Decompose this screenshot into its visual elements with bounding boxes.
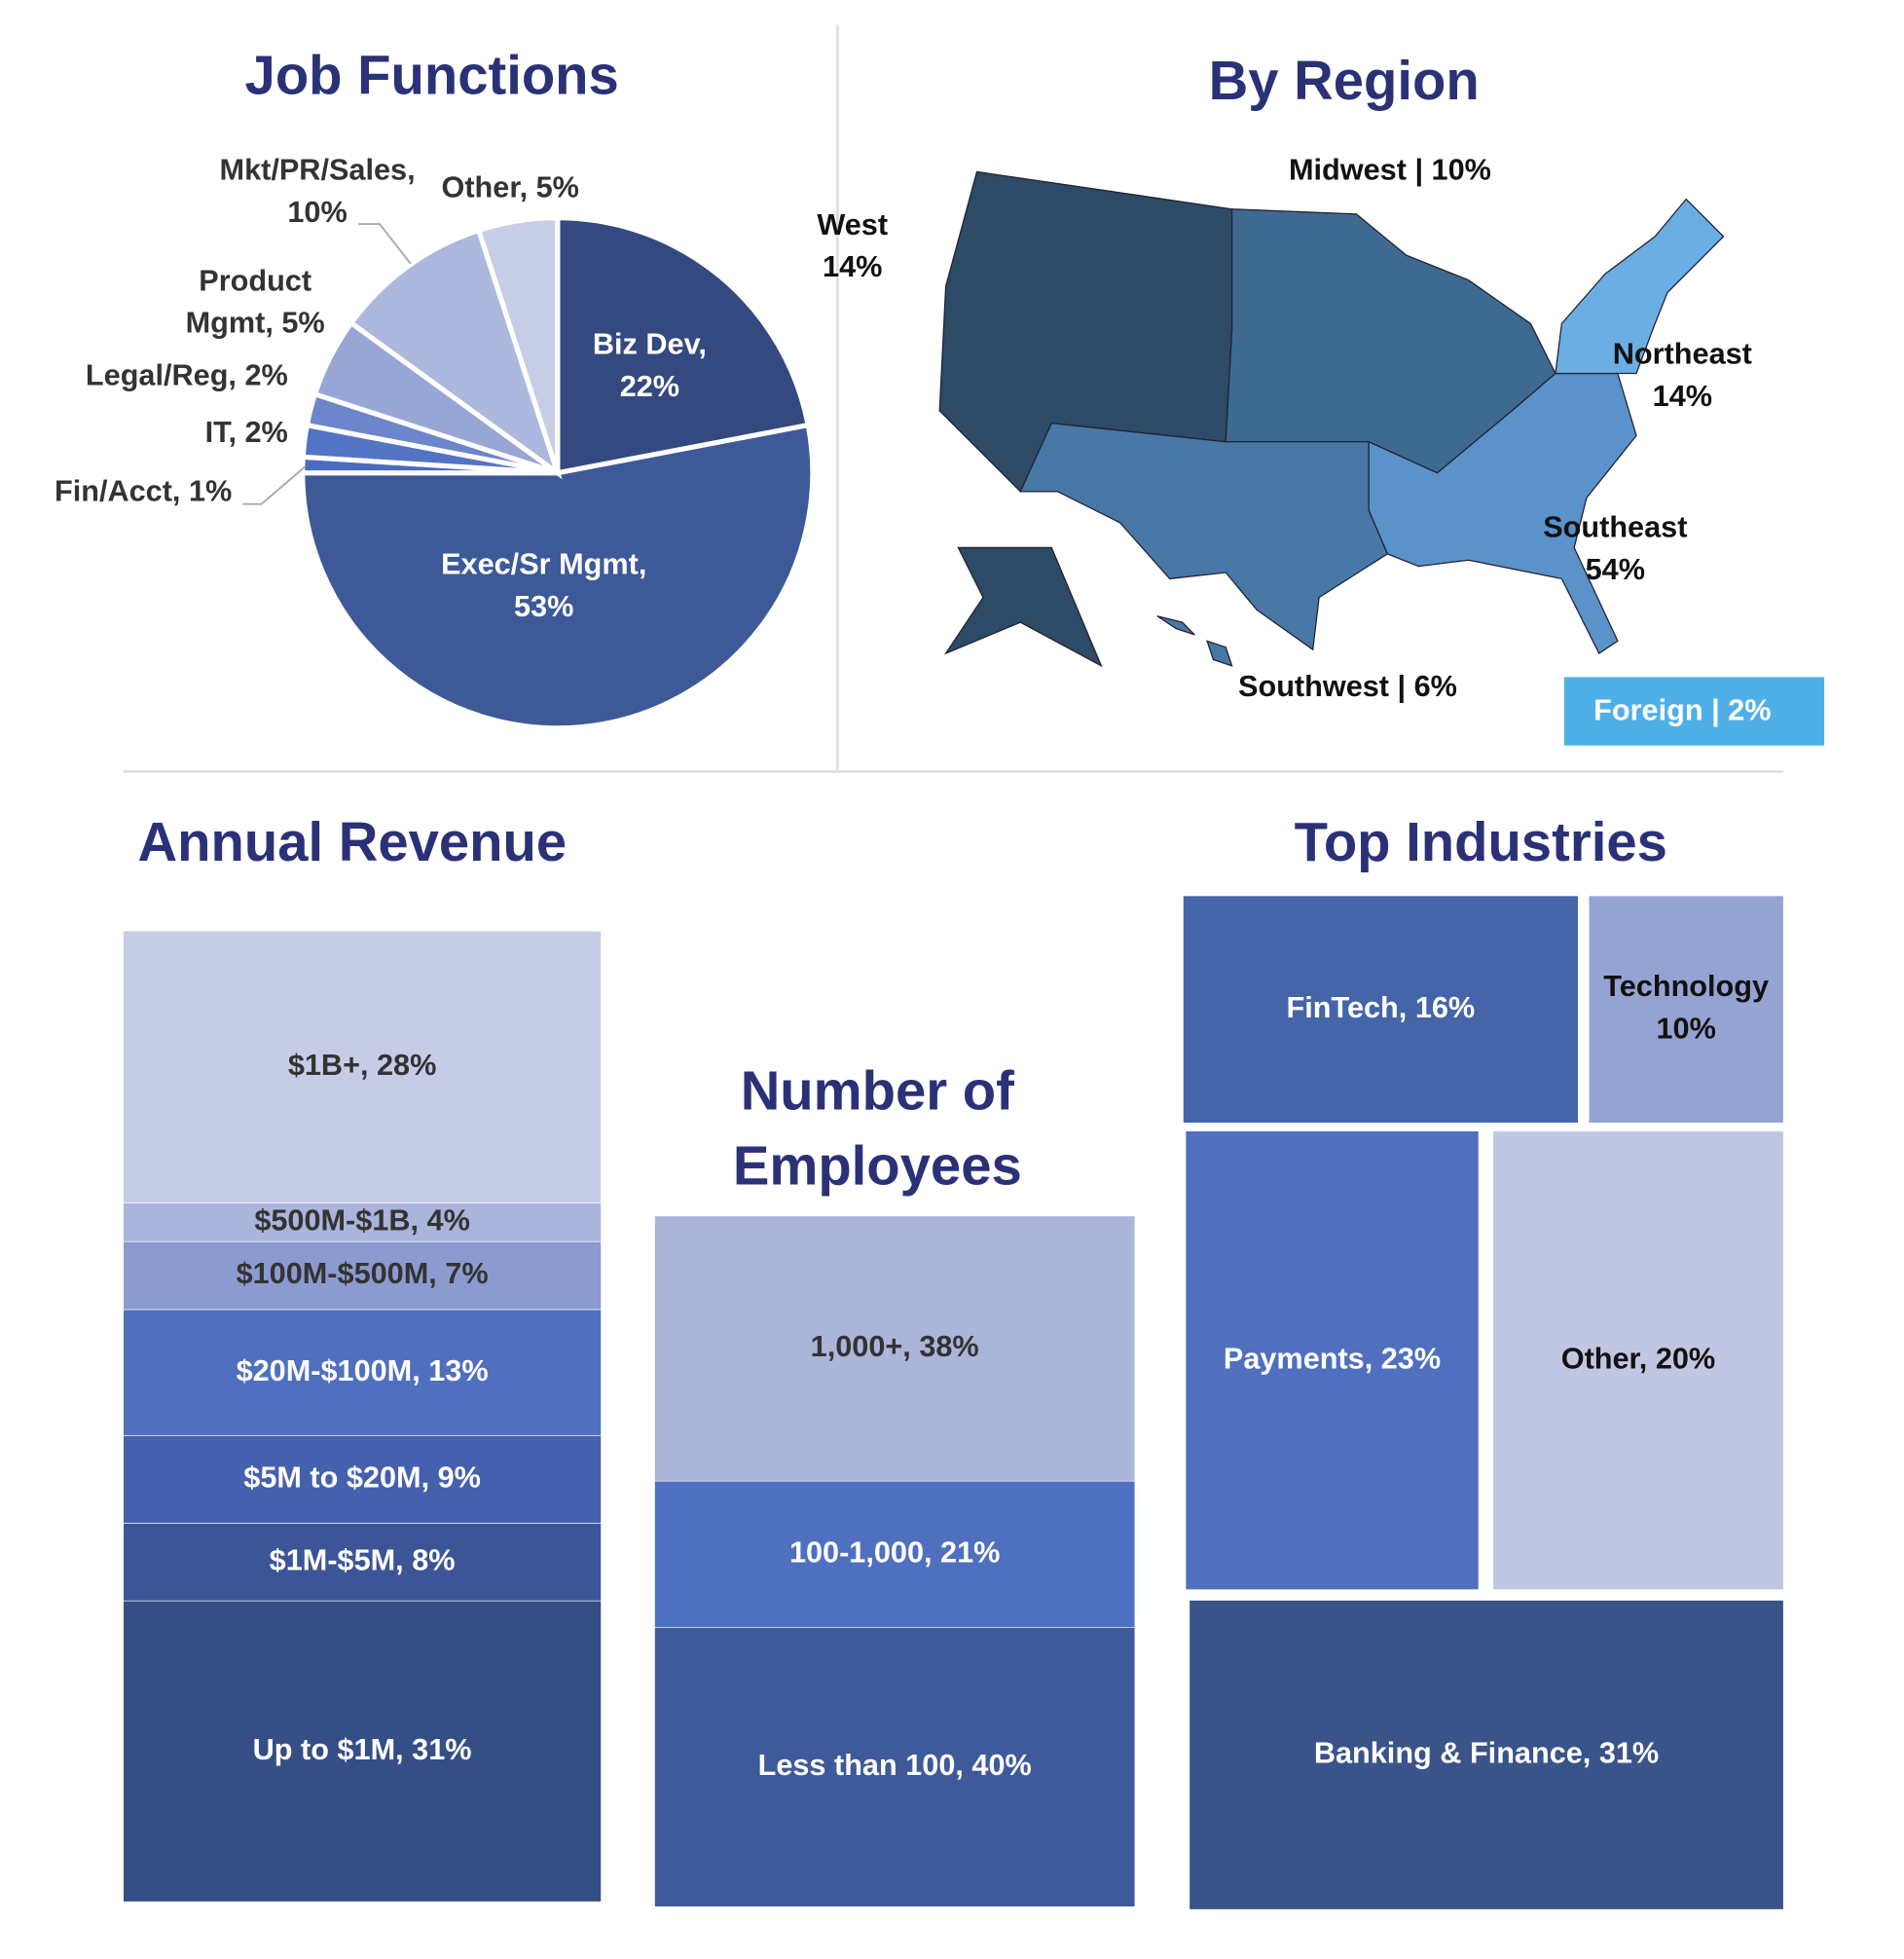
data-label: Mkt/PR/Sales, — [220, 154, 416, 187]
data-label: $1M-$5M, 8% — [270, 1543, 456, 1576]
data-label: Technology — [1603, 970, 1769, 1003]
pie-slice — [348, 227, 563, 480]
data-label: 1,000+, 38% — [811, 1330, 979, 1363]
chart-title: By Region — [1209, 50, 1480, 111]
chart-title: Number of — [741, 1060, 1014, 1122]
data-label: $100M-$500M, 7% — [237, 1257, 489, 1290]
bar-segment — [654, 1627, 1136, 1907]
map-region — [1368, 372, 1637, 655]
data-label: $500M-$1B, 4% — [254, 1203, 470, 1237]
data-label: Midwest | 10% — [1289, 154, 1491, 187]
data-label: Other, 20% — [1561, 1342, 1715, 1375]
treemap-cell — [1183, 896, 1578, 1124]
bar-segment — [654, 1215, 1136, 1482]
data-label: 100-1,000, 21% — [789, 1536, 1000, 1570]
data-label: 22% — [620, 370, 679, 403]
data-label: Foreign | 2% — [1593, 693, 1771, 726]
data-label: Exec/Sr Mgmt, — [441, 548, 646, 581]
data-label: $20M-$100M, 13% — [237, 1354, 489, 1387]
data-label: Legal/Reg, 2% — [86, 358, 288, 391]
data-label: Northeast — [1613, 338, 1752, 371]
data-label: 10% — [1657, 1013, 1716, 1046]
data-label: IT, 2% — [205, 416, 288, 449]
bar-segment — [123, 1202, 602, 1242]
data-label: 14% — [1653, 380, 1712, 413]
data-label: FinTech, 16% — [1287, 991, 1476, 1024]
bar-segment — [123, 1435, 602, 1524]
treemap-cell — [1186, 1130, 1479, 1590]
data-label: Payments, 23% — [1224, 1342, 1441, 1375]
data-label: 53% — [514, 590, 573, 623]
data-label: Less than 100, 40% — [758, 1749, 1032, 1782]
data-label: Mgmt, 5% — [186, 307, 325, 340]
map-region — [1555, 198, 1725, 375]
data-label: West — [817, 208, 888, 241]
data-label: 54% — [1586, 553, 1645, 586]
bar-segment — [654, 1480, 1136, 1628]
data-label: Up to $1M, 31% — [253, 1733, 472, 1766]
data-label: 14% — [823, 250, 882, 283]
data-label: Southeast — [1543, 510, 1687, 543]
pie-slice — [555, 215, 812, 476]
data-label: Other, 5% — [442, 170, 579, 203]
leader-line — [358, 223, 412, 265]
data-label: Banking & Finance, 31% — [1314, 1736, 1659, 1769]
foreign-box — [1563, 677, 1825, 746]
leader-line — [242, 465, 306, 505]
data-label: Southwest | 6% — [1238, 670, 1457, 703]
bar-segment — [123, 1523, 602, 1602]
data-label: 10% — [287, 196, 347, 229]
pie-slice — [475, 215, 561, 474]
data-label: $5M to $20M, 9% — [243, 1461, 481, 1495]
bar-segment — [123, 1600, 602, 1903]
chart-title: Top Industries — [1295, 811, 1667, 872]
treemap-cell — [1493, 1130, 1783, 1590]
pie-slice — [300, 422, 816, 731]
data-label: $1B+, 28% — [288, 1049, 437, 1082]
bar-segment — [123, 1309, 602, 1436]
treemap-cell — [1589, 896, 1783, 1124]
chart-title: Annual Revenue — [138, 811, 568, 872]
treemap-cell — [1190, 1600, 1783, 1909]
bar-segment — [123, 1240, 602, 1311]
data-label: Product — [199, 264, 311, 297]
chart-title: Employees — [733, 1134, 1022, 1196]
data-label: Fin/Acct, 1% — [55, 474, 232, 507]
map-region — [943, 546, 1103, 668]
data-label: Biz Dev, — [593, 327, 707, 360]
map-region — [1156, 615, 1233, 667]
chart-title: Job Functions — [245, 45, 619, 106]
bar-segment — [123, 930, 602, 1203]
